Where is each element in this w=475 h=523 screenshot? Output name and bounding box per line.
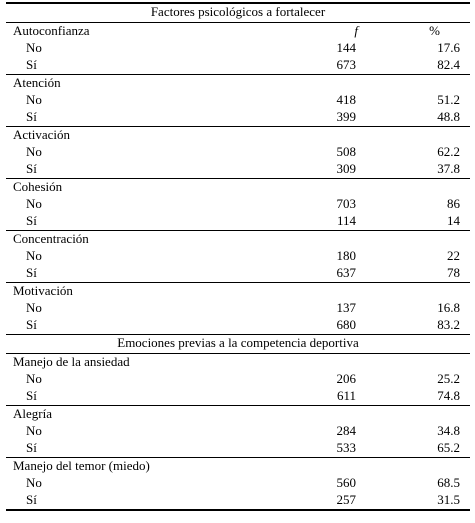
row-label: No xyxy=(26,475,42,490)
value-percent: 68.5 xyxy=(437,475,460,490)
data-table: Factores psicológicos a fortalecer Autoco… xyxy=(6,2,470,511)
value-f: 206 xyxy=(336,371,357,386)
table-row: Sí 257 31.5 xyxy=(6,492,470,511)
row-label: Sí xyxy=(26,265,37,280)
value-percent: 14 xyxy=(447,213,460,228)
table-row: Sí 680 83.2 xyxy=(6,317,470,334)
table-row: Sí 399 48.8 xyxy=(6,109,470,126)
row-label: Sí xyxy=(26,388,37,403)
value-f: 703 xyxy=(336,196,357,211)
value-f: 180 xyxy=(336,248,357,263)
value-percent: 74.8 xyxy=(437,388,460,403)
value-percent: 48.8 xyxy=(437,109,460,124)
table-row: Sí 673 82.4 xyxy=(6,57,470,74)
value-f: 508 xyxy=(336,144,357,159)
value-f: 284 xyxy=(336,423,357,438)
table-row: No 137 16.8 xyxy=(6,300,470,317)
value-percent: 82.4 xyxy=(437,57,460,72)
table-row: No 284 34.8 xyxy=(6,423,470,440)
value-percent: 22 xyxy=(447,248,460,263)
group-label: Motivación xyxy=(13,283,73,298)
row-label: No xyxy=(26,196,42,211)
value-f: 257 xyxy=(336,492,357,507)
value-f: 137 xyxy=(336,300,357,315)
table-row: Sí 533 65.2 xyxy=(6,440,470,457)
value-f: 560 xyxy=(336,475,357,490)
group-label: Autoconfianza xyxy=(13,23,90,38)
section-title: Factores psicológicos a fortalecer xyxy=(150,4,326,19)
row-label: Sí xyxy=(26,161,37,176)
section-header-row: Emociones previas a la competencia depor… xyxy=(6,334,470,354)
group-row: Alegría xyxy=(6,405,470,423)
row-label: Sí xyxy=(26,492,37,507)
row-label: No xyxy=(26,248,42,263)
value-f: 399 xyxy=(336,109,357,124)
group-row: Cohesión xyxy=(6,178,470,196)
table-row: No 180 22 xyxy=(6,248,470,265)
group-row: Manejo de la ansiedad xyxy=(6,354,470,371)
value-percent: 25.2 xyxy=(437,371,460,386)
group-row: Autoconfianza f% xyxy=(6,23,470,40)
table-row: Sí 309 37.8 xyxy=(6,161,470,178)
group-label: Atención xyxy=(13,75,61,90)
row-label: Sí xyxy=(26,440,37,455)
table-row: No 206 25.2 xyxy=(6,371,470,388)
value-f: 680 xyxy=(336,317,357,332)
value-f: 673 xyxy=(336,57,357,72)
group-row: Manejo del temor (miedo) xyxy=(6,457,470,475)
row-label: No xyxy=(26,300,42,315)
group-row: Activación xyxy=(6,126,470,144)
group-label: Alegría xyxy=(13,406,52,421)
table-row: Sí 611 74.8 xyxy=(6,388,470,405)
table-row: Sí 114 14 xyxy=(6,213,470,230)
section-title: Emociones previas a la competencia depor… xyxy=(117,335,359,350)
group-row: Motivación xyxy=(6,282,470,300)
row-label: Sí xyxy=(26,109,37,124)
group-label: Concentración xyxy=(13,231,89,246)
value-percent: 34.8 xyxy=(437,423,460,438)
row-label: Sí xyxy=(26,317,37,332)
row-label: Sí xyxy=(26,57,37,72)
row-label: Sí xyxy=(26,213,37,228)
value-percent: 37.8 xyxy=(437,161,460,176)
value-f: 309 xyxy=(336,161,357,176)
row-label: No xyxy=(26,371,42,386)
value-f: 637 xyxy=(336,265,357,280)
row-label: No xyxy=(26,40,42,55)
value-f: 418 xyxy=(336,92,357,107)
value-f: 611 xyxy=(336,388,356,403)
group-label: Activación xyxy=(13,127,71,142)
column-header-f: f xyxy=(354,23,358,38)
value-f: 144 xyxy=(336,40,357,55)
value-percent: 51.2 xyxy=(437,92,460,107)
table-row: No 508 62.2 xyxy=(6,144,470,161)
value-percent: 86 xyxy=(447,196,460,211)
row-label: No xyxy=(26,92,42,107)
group-label: Cohesión xyxy=(13,179,63,194)
value-percent: 62.2 xyxy=(437,144,460,159)
table-row: No 703 86 xyxy=(6,196,470,213)
table-row: No 560 68.5 xyxy=(6,475,470,492)
column-header-percent: % xyxy=(429,23,440,38)
row-label: No xyxy=(26,423,42,438)
table-row: Sí 637 78 xyxy=(6,265,470,282)
group-row: Concentración xyxy=(6,230,470,248)
value-percent: 65.2 xyxy=(437,440,460,455)
row-label: No xyxy=(26,144,42,159)
value-f: 114 xyxy=(336,213,356,228)
table-row: No 144 17.6 xyxy=(6,40,470,57)
section-header-row: Factores psicológicos a fortalecer xyxy=(6,2,470,23)
value-percent: 31.5 xyxy=(437,492,460,507)
group-label: Manejo de la ansiedad xyxy=(13,354,130,369)
value-percent: 78 xyxy=(447,265,460,280)
table-row: No 418 51.2 xyxy=(6,92,470,109)
value-f: 533 xyxy=(336,440,357,455)
value-percent: 83.2 xyxy=(437,317,460,332)
value-percent: 16.8 xyxy=(437,300,460,315)
value-percent: 17.6 xyxy=(437,40,460,55)
group-label: Manejo del temor (miedo) xyxy=(13,458,150,473)
group-row: Atención xyxy=(6,74,470,92)
